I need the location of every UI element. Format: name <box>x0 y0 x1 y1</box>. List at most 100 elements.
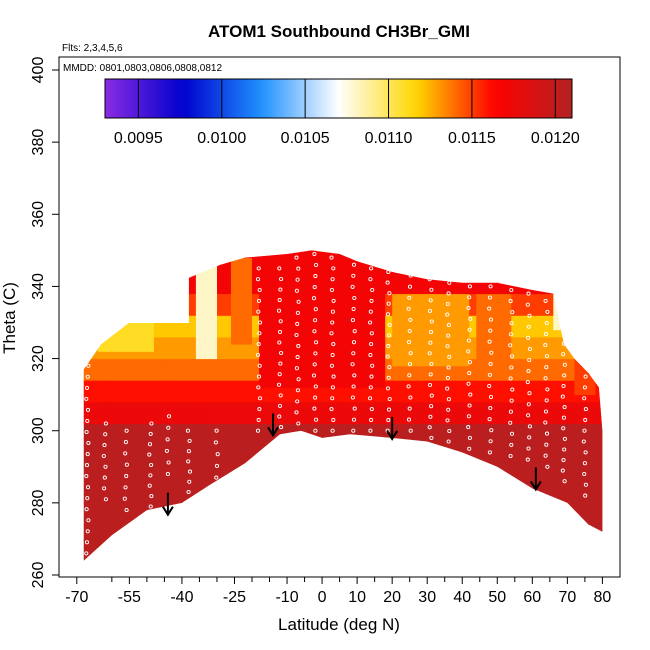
field-cell <box>174 495 183 504</box>
field-cell <box>322 502 330 511</box>
field-cell <box>574 538 582 547</box>
field-cell <box>413 517 421 525</box>
sample-point <box>296 266 301 271</box>
sample-point <box>561 415 566 420</box>
sample-point <box>257 363 262 368</box>
field-cell <box>511 344 519 352</box>
field-cell <box>231 409 239 417</box>
field-cell <box>90 315 99 323</box>
arrow-head <box>386 430 399 441</box>
field-cell <box>301 272 309 280</box>
field-cell <box>132 344 141 352</box>
field-cell <box>343 538 351 547</box>
field-cell <box>336 279 344 287</box>
field-cell <box>336 373 344 381</box>
field-cell <box>308 488 316 497</box>
field-cell <box>434 538 442 547</box>
field-cell <box>420 531 428 540</box>
field-cell <box>567 409 575 417</box>
field-cell <box>588 437 596 446</box>
field-cell <box>357 546 365 554</box>
field-cell <box>125 336 134 345</box>
field-cell <box>455 502 463 511</box>
field-cell <box>231 365 239 374</box>
field-cell <box>336 568 344 576</box>
field-cell <box>118 250 127 251</box>
field-cell <box>90 373 99 381</box>
field-cell <box>224 452 232 461</box>
field-cell <box>392 351 400 360</box>
field-cell <box>595 546 603 554</box>
field-cell <box>336 416 344 424</box>
sample-point <box>86 363 91 368</box>
field-cell <box>224 300 232 309</box>
field-cell <box>315 315 323 323</box>
field-cell <box>97 524 106 533</box>
field-cell <box>525 394 533 403</box>
field-cell <box>329 336 337 345</box>
field-cell <box>588 430 596 439</box>
field-cell <box>420 524 428 533</box>
field-cell <box>371 329 379 338</box>
field-cell <box>434 401 442 410</box>
field-cell <box>210 394 218 403</box>
field-cell <box>371 387 379 396</box>
field-cell <box>371 524 379 533</box>
field-cell <box>497 358 505 367</box>
sample-point <box>386 375 391 380</box>
field-cell <box>329 553 337 561</box>
field-cell <box>294 401 302 410</box>
field-cell <box>483 250 491 251</box>
field-cell <box>294 466 302 475</box>
field-cell <box>146 344 155 352</box>
field-cell <box>238 250 246 251</box>
field-cell <box>224 538 232 547</box>
field-cell <box>111 358 120 367</box>
field-cell <box>84 561 92 569</box>
field-cell <box>280 437 288 446</box>
colorbar-tick-label: 0.0105 <box>281 130 330 147</box>
field-cell <box>238 293 246 302</box>
field-cell <box>266 517 274 525</box>
field-cell <box>406 553 414 561</box>
field-cell <box>252 380 260 388</box>
field-cell <box>497 568 505 576</box>
field-cell <box>448 358 456 367</box>
field-cell <box>413 459 421 468</box>
field-cell <box>280 510 288 518</box>
field-cell <box>469 250 477 251</box>
field-cell <box>287 531 295 540</box>
field-cell <box>553 459 561 468</box>
field-cell <box>539 517 547 525</box>
field-cell <box>252 524 260 533</box>
field-cell <box>195 430 204 439</box>
field-cell <box>315 531 323 540</box>
field-cell <box>104 315 113 323</box>
field-cell <box>595 293 603 302</box>
field-cell <box>231 437 239 446</box>
field-cell <box>146 322 155 331</box>
field-cell <box>231 336 239 345</box>
field-cell <box>315 474 323 482</box>
field-cell <box>539 351 547 360</box>
field-cell <box>97 257 106 266</box>
field-cell <box>238 459 246 468</box>
field-cell <box>364 401 372 410</box>
field-cell <box>210 286 218 295</box>
field-cell <box>448 423 456 432</box>
field-cell <box>210 279 218 287</box>
field-cell <box>581 459 589 468</box>
field-cell <box>581 495 589 504</box>
field-cell <box>518 409 526 417</box>
field-cell <box>97 394 106 403</box>
field-cell <box>581 387 589 396</box>
sample-point <box>256 298 262 303</box>
field-cell <box>104 445 113 453</box>
field-cell <box>581 423 589 432</box>
sample-point <box>166 414 172 419</box>
field-cell <box>525 568 533 576</box>
field-cell <box>217 437 225 446</box>
field-cell <box>329 286 337 295</box>
field-cell <box>420 553 428 561</box>
field-cell <box>322 538 330 547</box>
